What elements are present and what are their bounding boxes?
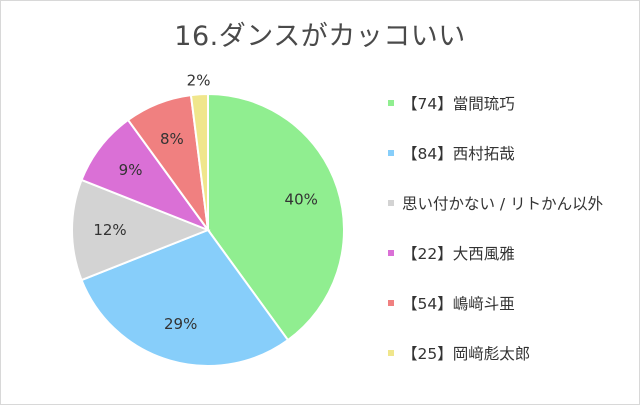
legend-swatch-3 <box>388 250 394 256</box>
legend-label-0: 【74】當間琉巧 <box>402 95 515 113</box>
legend-label-2: 思い付かない / リトかん以外 <box>402 195 604 213</box>
legend-swatch-5 <box>388 350 394 356</box>
legend-swatch-0 <box>388 100 394 106</box>
pie-slice-label-4: 8% <box>160 130 184 148</box>
legend-item-3: 【22】大西風雅 <box>388 242 515 264</box>
pie-slice-label-3: 9% <box>119 161 143 179</box>
pie-slice-0 <box>207 92 345 342</box>
pie-slice-label-1: 29% <box>164 315 197 333</box>
legend-swatch-4 <box>388 300 394 306</box>
pie-slice-1 <box>80 228 290 367</box>
legend-item-4: 【54】嶋﨑斗亜 <box>388 292 515 314</box>
pie-slice-label-0: 40% <box>285 191 318 209</box>
chart-title: 16.ダンスがカッコいい <box>174 21 466 52</box>
legend-item-1: 【84】西村拓哉 <box>388 142 515 164</box>
pie-slice-label-2: 12% <box>93 221 126 239</box>
pie-slice-label-5: 2% <box>187 71 211 89</box>
legend-label-1: 【84】西村拓哉 <box>402 145 515 163</box>
legend-label-3: 【22】大西風雅 <box>402 245 515 263</box>
legend-label-4: 【54】嶋﨑斗亜 <box>402 295 515 313</box>
pie-slice-5 <box>189 92 209 231</box>
legend-swatch-1 <box>388 150 394 156</box>
legend-item-5: 【25】岡﨑彪太郎 <box>388 342 530 364</box>
legend-swatch-2 <box>388 200 394 206</box>
legend-item-0: 【74】當間琉巧 <box>388 92 515 114</box>
legend-item-2: 思い付かない / リトかん以外 <box>388 192 603 214</box>
legend-label-5: 【25】岡﨑彪太郎 <box>402 345 531 363</box>
pie-slice-2 <box>71 178 211 282</box>
